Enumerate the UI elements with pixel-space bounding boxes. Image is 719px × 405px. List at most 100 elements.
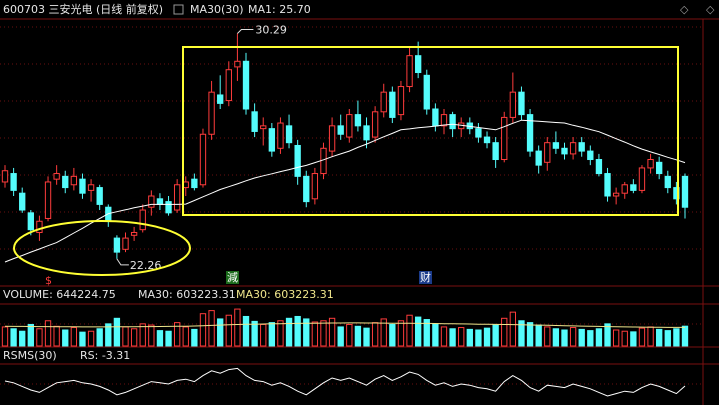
volume-bar xyxy=(414,316,422,347)
dropdown-icon[interactable] xyxy=(173,4,184,15)
volume-bar xyxy=(483,327,491,347)
candle-body xyxy=(432,108,439,127)
indicator-label: RSMS(30) xyxy=(3,349,57,362)
volume-bar xyxy=(466,328,473,347)
volume-bar xyxy=(62,329,69,347)
candle-body xyxy=(397,86,405,116)
volume-bar xyxy=(148,324,155,347)
volume-bar xyxy=(285,317,293,347)
volume-bar xyxy=(544,326,551,347)
volume-bar xyxy=(501,317,508,347)
candle-body xyxy=(371,111,379,138)
volume-bar xyxy=(587,330,594,347)
candle-body xyxy=(311,173,319,200)
candle-body xyxy=(406,55,413,88)
candle-body xyxy=(191,178,198,189)
candle-body xyxy=(569,142,577,155)
volume-bar xyxy=(664,330,671,347)
volume-bar xyxy=(208,310,215,347)
candle-body xyxy=(173,184,181,211)
candle-body xyxy=(664,175,671,189)
line-series xyxy=(4,367,686,397)
candle-body xyxy=(79,178,86,194)
volume-bar xyxy=(337,326,344,347)
volume-bar xyxy=(432,323,439,347)
candle-body xyxy=(36,220,43,233)
candle-body xyxy=(225,69,232,102)
chart-title: 600703 三安光电 (日线 前复权) xyxy=(3,2,163,16)
volume-bar xyxy=(242,315,250,347)
candle-body xyxy=(526,114,534,152)
annotation-arrow xyxy=(237,29,254,34)
volume-bar xyxy=(199,313,207,347)
candle-body xyxy=(130,231,138,236)
volume-bar xyxy=(1,326,9,347)
volume-bar xyxy=(681,325,689,347)
volume-bar xyxy=(217,318,224,347)
icon[interactable]: ◇ xyxy=(680,3,689,16)
candle-body xyxy=(148,195,155,208)
volume-bar xyxy=(182,326,189,347)
candle-body xyxy=(604,173,611,197)
candle-body xyxy=(475,128,482,138)
candle-body xyxy=(122,237,129,250)
event-marker[interactable]: 财 xyxy=(420,270,431,284)
candle-body xyxy=(27,212,34,231)
candle-body xyxy=(87,184,95,191)
candle-body xyxy=(10,173,17,191)
volume-bar xyxy=(371,322,379,347)
candle-body xyxy=(638,167,646,191)
candle-body xyxy=(440,114,448,127)
volume-bar xyxy=(354,325,362,347)
candle-body xyxy=(483,136,491,144)
volume-bar xyxy=(87,330,95,347)
annotation-arrow xyxy=(116,258,129,266)
volume-bar xyxy=(328,317,336,347)
candle-body xyxy=(561,147,568,155)
candle-body xyxy=(303,175,310,203)
volume-bar xyxy=(604,323,611,347)
volume-bar xyxy=(260,323,267,347)
volume-bar xyxy=(105,323,112,347)
candle-body xyxy=(165,201,172,214)
event-marker[interactable]: $ xyxy=(45,274,52,287)
volume-bar xyxy=(423,319,430,347)
volume-bar xyxy=(225,314,232,347)
volume-bar xyxy=(578,328,585,347)
candle-body xyxy=(251,111,258,132)
volume-bar xyxy=(53,325,60,347)
candle-body xyxy=(44,181,52,219)
volume-bar xyxy=(475,329,482,347)
volume-bar xyxy=(27,323,34,347)
volume-bar xyxy=(277,320,284,347)
icon[interactable]: ◇ xyxy=(706,3,715,16)
volume-bar xyxy=(526,322,534,347)
candle-body xyxy=(414,55,422,74)
volume-bar xyxy=(294,315,301,347)
candle-body xyxy=(587,150,594,161)
ma-label: MA30: 603223.31 xyxy=(138,288,236,301)
candle-body xyxy=(53,173,60,180)
volume-bar xyxy=(509,311,517,347)
volume-bar xyxy=(380,318,387,347)
candle-body xyxy=(217,94,224,104)
candle-body xyxy=(673,187,680,200)
volume-bar xyxy=(673,328,680,347)
candle-body xyxy=(449,114,456,130)
candle-body xyxy=(380,91,387,113)
volume-bar xyxy=(303,318,310,347)
candle-body xyxy=(113,237,121,253)
candle-body xyxy=(578,142,585,152)
volume-bar xyxy=(165,330,172,347)
volume-bar xyxy=(458,327,465,347)
volume-bar xyxy=(311,321,319,347)
event-marker[interactable]: 減 xyxy=(227,270,238,284)
volume-bar xyxy=(79,331,86,347)
candle-body xyxy=(70,175,78,186)
candle-body xyxy=(552,142,560,149)
volume-bar xyxy=(10,328,17,347)
volume-bar xyxy=(156,330,164,347)
candle-body xyxy=(501,116,508,161)
volume-bar xyxy=(139,323,146,347)
